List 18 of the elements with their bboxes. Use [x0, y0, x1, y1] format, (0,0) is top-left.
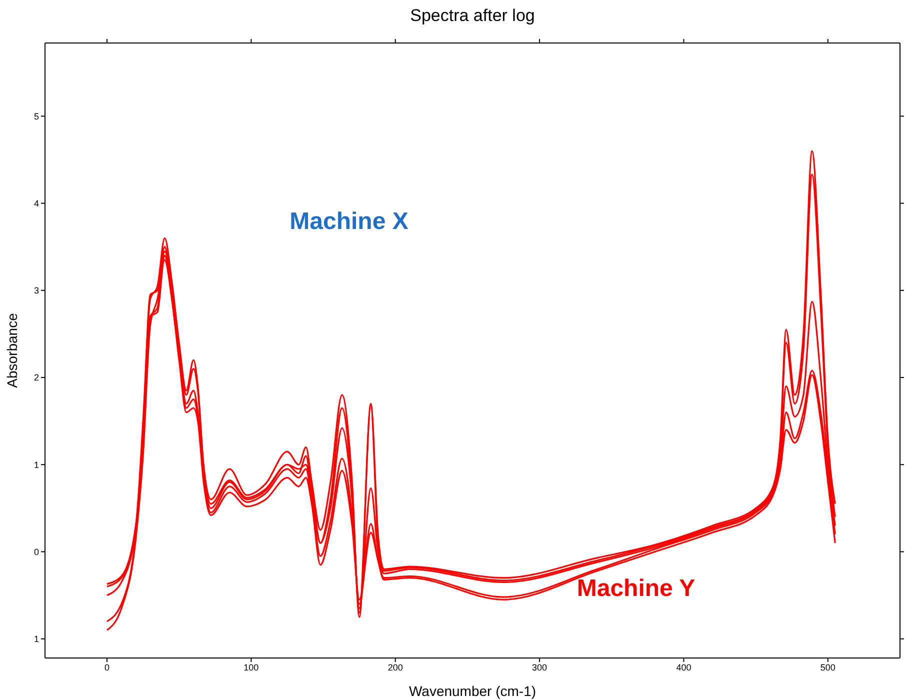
y-tick-label: 5	[34, 111, 39, 122]
y-tick-label: 1	[34, 634, 39, 644]
x-axis-title: Wavenumber (cm-1)	[408, 683, 536, 699]
x-tick-label: 0	[104, 662, 110, 672]
annotation: Machine X	[288, 207, 410, 237]
y-tick-label: 1	[34, 460, 39, 470]
chart-title: Spectra after log	[409, 6, 536, 26]
y-tick-label: 4	[34, 198, 39, 208]
x-tick-label: 400	[676, 662, 692, 672]
annotation: Machine Y	[576, 574, 696, 604]
x-tick-label: 500	[820, 662, 836, 672]
y-tick-label: 0	[34, 546, 39, 557]
y-tick-label: 3	[34, 286, 39, 296]
y-axis-title: Absorbance	[4, 312, 20, 388]
x-tick-label: 300	[532, 662, 548, 672]
y-tick-label: 2	[34, 372, 39, 383]
x-tick-label: 100	[244, 662, 259, 672]
x-tick-label: 200	[388, 662, 403, 672]
